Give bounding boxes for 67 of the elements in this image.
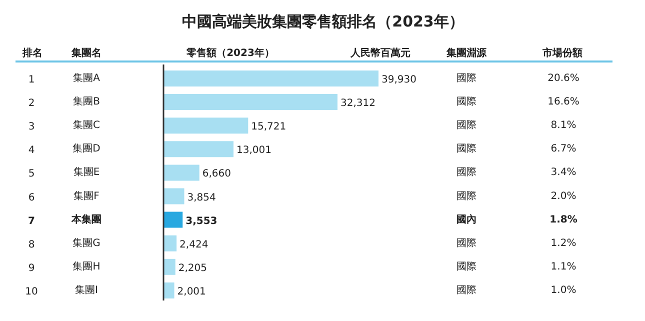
y-tick-label: 集團I — [75, 284, 98, 296]
text: 2.0% — [550, 190, 576, 202]
data-label: 6,660 — [202, 168, 231, 180]
text: 5 — [28, 168, 35, 180]
text: 1.2% — [550, 238, 576, 249]
bar — [164, 94, 338, 110]
data-label: 32,312 — [340, 98, 376, 110]
text: 7 — [28, 216, 36, 227]
data-label: 2,424 — [180, 239, 208, 250]
text: 9 — [28, 262, 35, 274]
text: 人民幣百萬元 — [350, 47, 410, 59]
y-tick-label: 集團F — [74, 190, 100, 202]
text: 8 — [28, 239, 35, 250]
text: 16.6% — [548, 96, 580, 108]
text: 國際 — [456, 142, 476, 155]
text: 國內 — [456, 213, 476, 226]
text: 3 — [28, 122, 35, 133]
text: 1.0% — [550, 284, 576, 296]
text: 國際 — [456, 72, 476, 84]
text: 1.8% — [550, 214, 578, 226]
bar — [164, 164, 200, 181]
bar — [164, 188, 184, 204]
text: 6.7% — [550, 144, 576, 155]
text: 3.4% — [550, 167, 576, 178]
text: 國際 — [456, 236, 476, 249]
text: 4 — [28, 145, 35, 156]
text: 6 — [28, 192, 35, 204]
y-tick-label: 集團A — [73, 72, 100, 84]
y-tick-label: 集團B — [73, 96, 100, 108]
text: 國際 — [456, 96, 476, 108]
bar — [164, 212, 183, 228]
y-tick-label: 集團G — [72, 236, 100, 249]
data-label: 13,001 — [236, 145, 272, 156]
data-label: 2,205 — [178, 262, 208, 274]
data-label: 39,930 — [382, 74, 416, 86]
text: 集團淵源 — [446, 47, 488, 59]
bar — [164, 70, 378, 86]
text: 2 — [28, 98, 35, 110]
y-tick-label: 集團C — [73, 119, 100, 132]
data-label: 3,854 — [187, 192, 216, 204]
text: 國際 — [456, 260, 476, 272]
text: 零售額（2023年） — [186, 47, 274, 59]
text: 1 — [28, 74, 35, 86]
bar — [164, 282, 174, 298]
text: 排名 — [22, 47, 42, 59]
bar — [164, 141, 234, 158]
text: 國際 — [456, 284, 476, 296]
text: 10 — [25, 286, 38, 298]
bar — [164, 235, 177, 252]
y-tick-label: 本集團 — [70, 213, 102, 226]
text: 國際 — [456, 166, 476, 178]
data-label: 2,001 — [177, 286, 206, 298]
bar — [164, 118, 248, 134]
text: 國際 — [456, 119, 476, 132]
text: 集團名 — [70, 47, 102, 59]
data-label: 3,553 — [186, 216, 218, 227]
y-tick-label: 集團E — [73, 166, 100, 178]
data-label: 15,721 — [251, 122, 286, 133]
bar — [164, 258, 176, 275]
y-tick-label: 集團D — [72, 142, 101, 155]
text: 1.1% — [550, 261, 576, 272]
chart-title: 中國高端美妝集團零售額排名（2023年） — [182, 12, 464, 30]
text: 8.1% — [550, 120, 576, 132]
y-tick-label: 集團H — [72, 260, 100, 272]
text: 市場份額 — [542, 47, 582, 59]
text: 國際 — [456, 190, 476, 202]
text: 20.6% — [548, 73, 580, 84]
